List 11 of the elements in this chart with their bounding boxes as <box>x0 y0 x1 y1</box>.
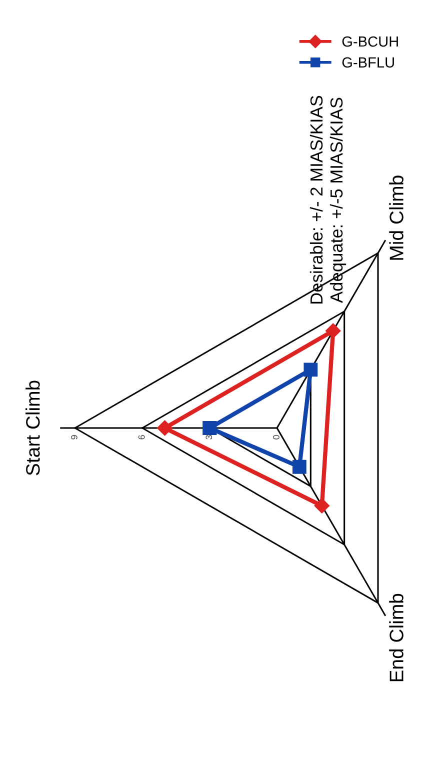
spoke-label: End Climb <box>389 594 404 682</box>
spoke-label: Mid Climb <box>389 176 404 260</box>
y-tick-label: 3 <box>206 435 212 440</box>
spoke-label: Start Climb <box>26 380 40 476</box>
y-tick-label: 0 <box>273 435 280 440</box>
legend-label: G-BCUH <box>342 36 398 47</box>
text: Desirable: +/- 2 MIAS/KIAS <box>310 96 323 304</box>
y-tick-label: 6 <box>138 435 145 440</box>
text: Adequate: +/-5 MIAS/KIAS <box>330 98 346 303</box>
legend-label: G-BFLU <box>342 57 394 68</box>
y-tick-label: 9 <box>71 435 78 440</box>
